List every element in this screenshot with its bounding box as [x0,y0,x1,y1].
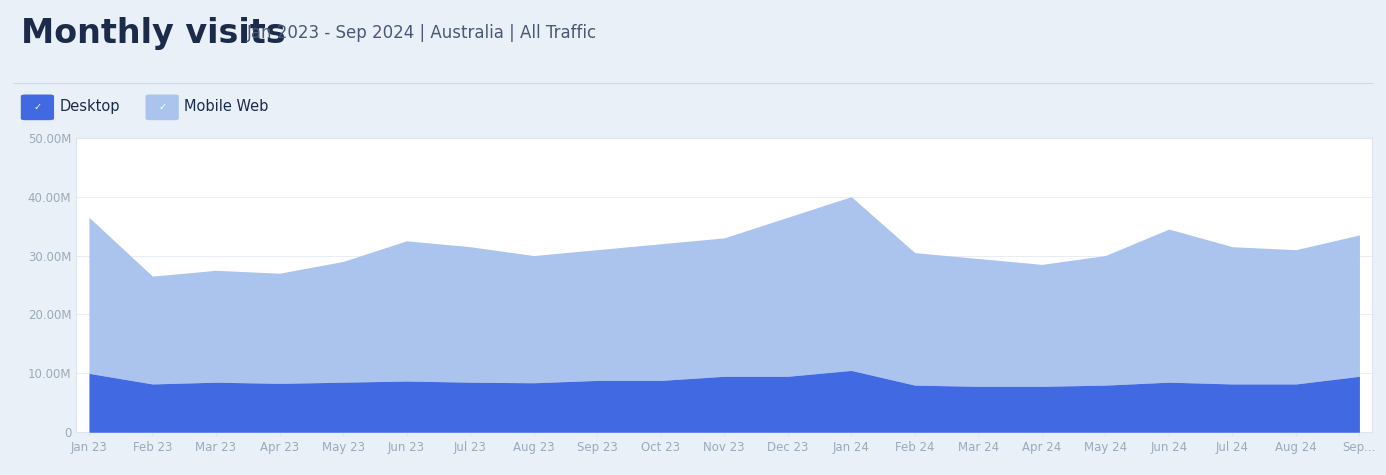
Text: Desktop: Desktop [60,99,121,114]
FancyBboxPatch shape [21,95,54,120]
FancyBboxPatch shape [146,95,179,120]
Text: Monthly visits: Monthly visits [21,17,286,50]
Text: Mobile Web: Mobile Web [184,99,269,114]
Text: Jan 2023 - Sep 2024 | Australia | All Traffic: Jan 2023 - Sep 2024 | Australia | All Tr… [247,24,597,42]
Text: ✓: ✓ [158,102,166,113]
Text: ✓: ✓ [33,102,42,113]
